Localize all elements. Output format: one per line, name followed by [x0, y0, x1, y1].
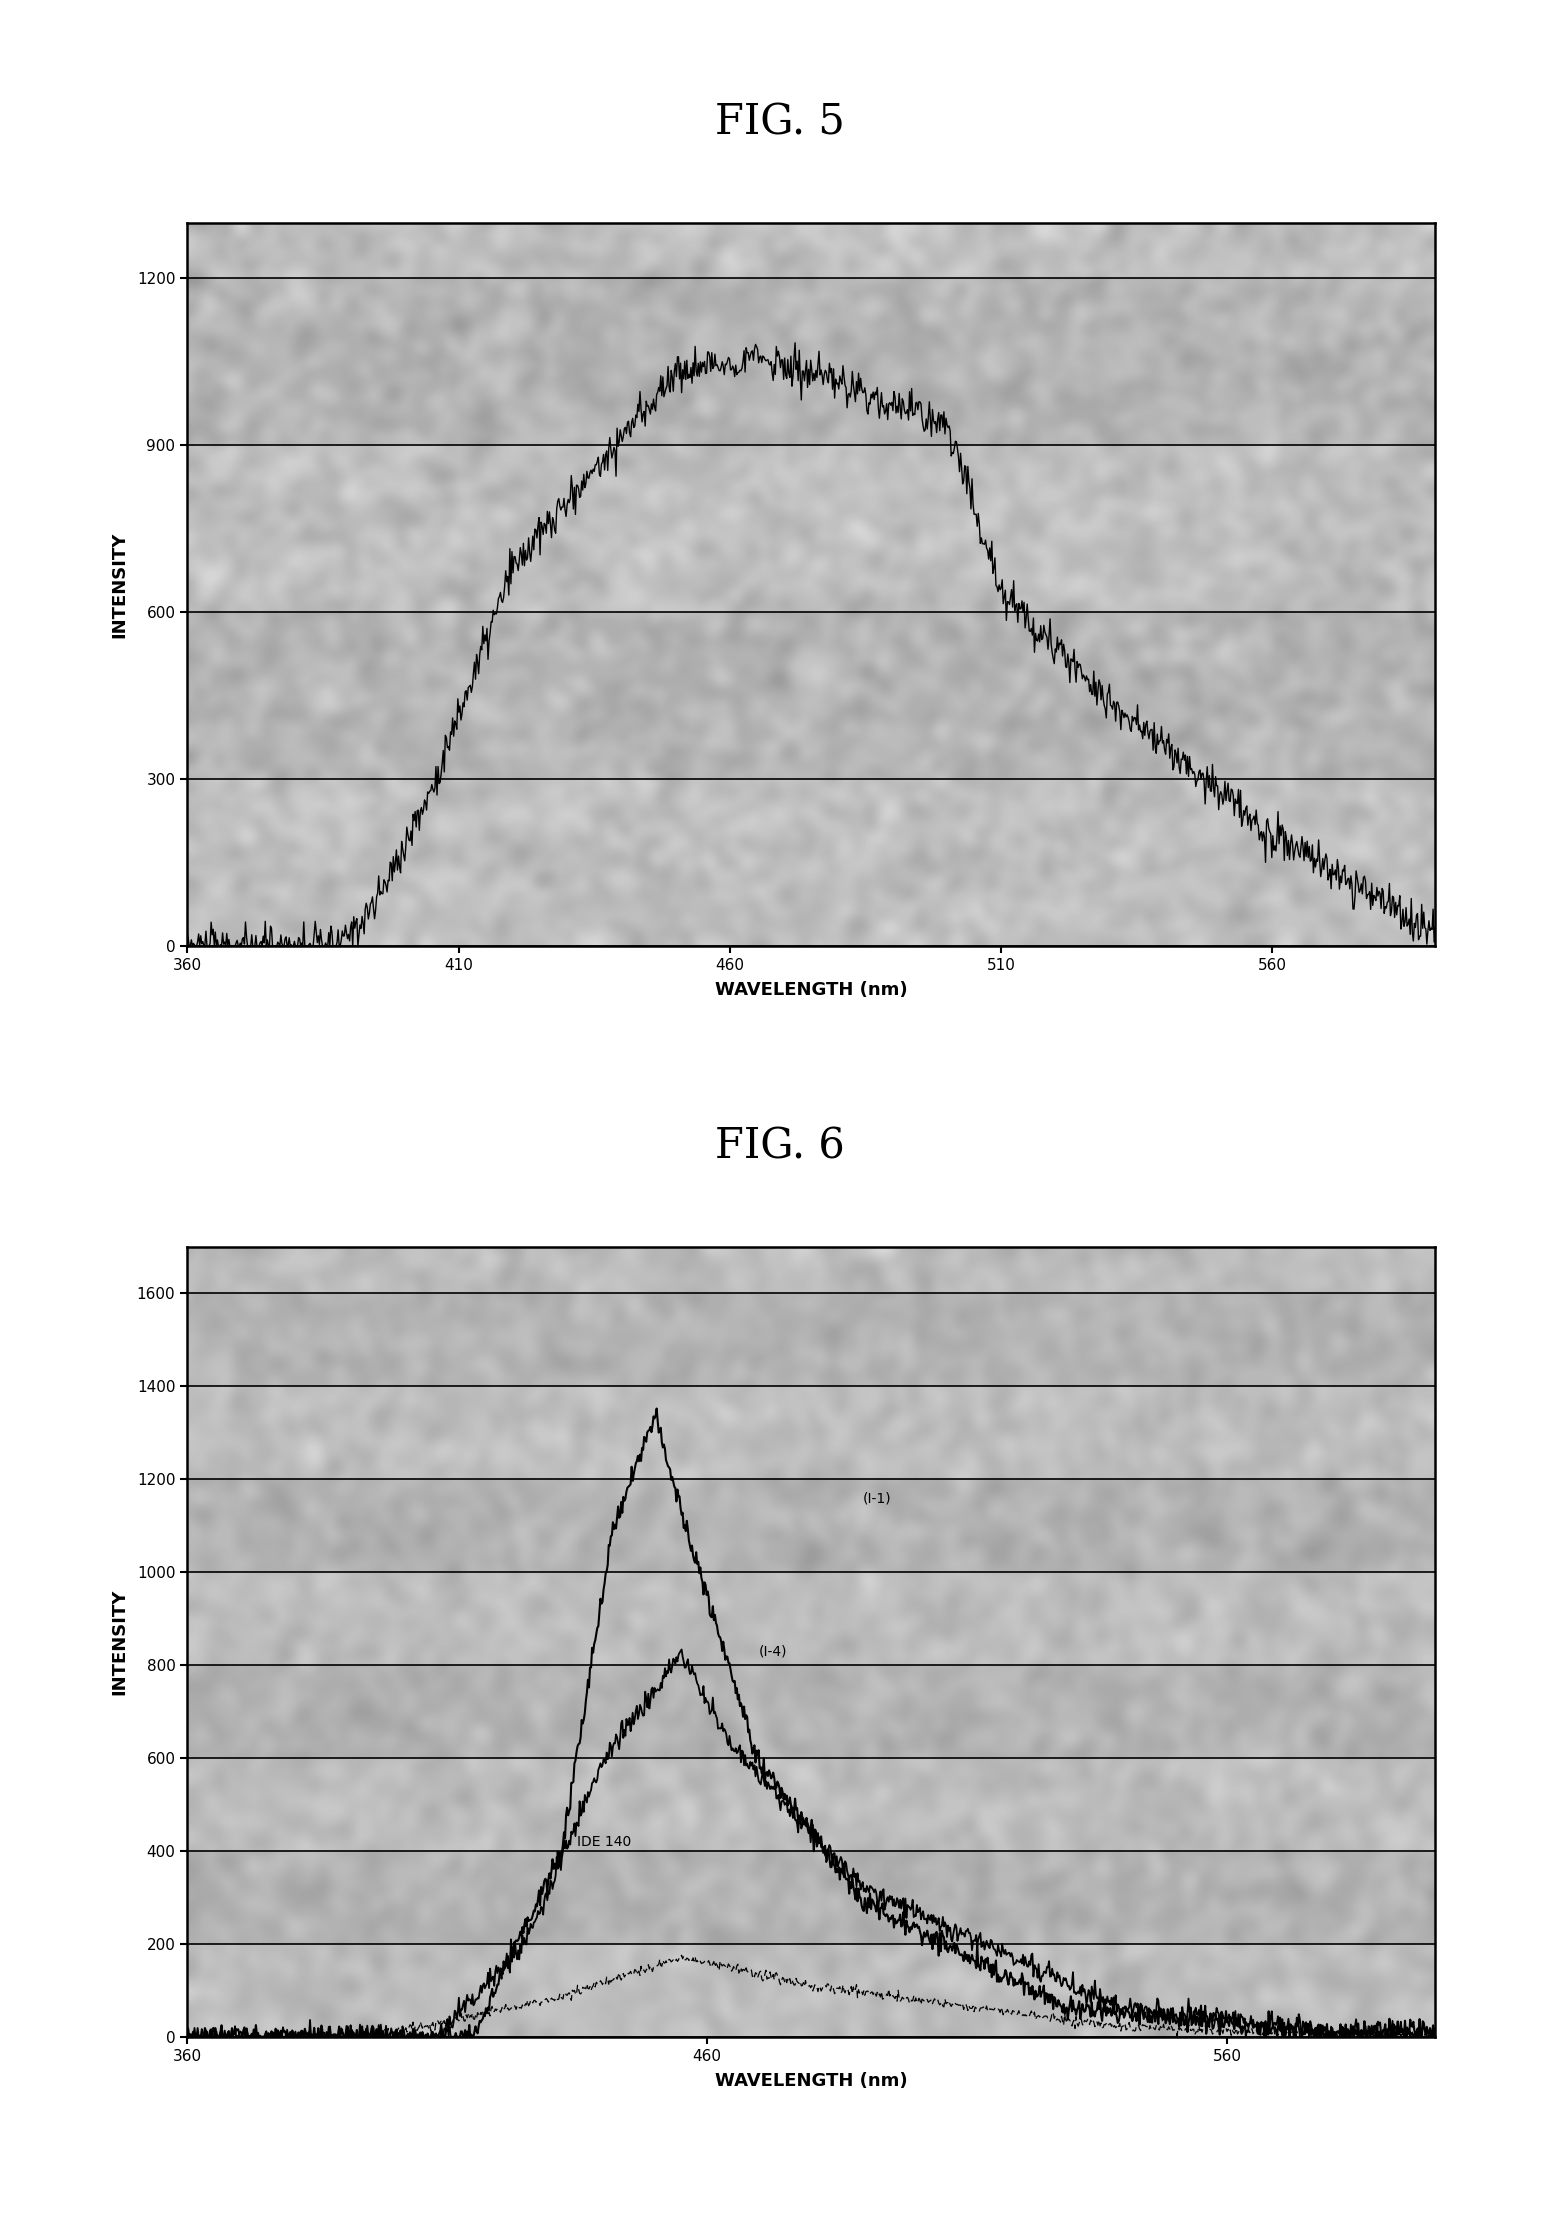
- Text: IDE 140: IDE 140: [577, 1834, 632, 1850]
- Bar: [187, 1478, 1435, 1572]
- Bar: [187, 612, 1435, 779]
- Text: FIG. 6: FIG. 6: [714, 1126, 846, 1166]
- Text: (I-4): (I-4): [760, 1645, 788, 1658]
- Bar: [187, 779, 1435, 946]
- Bar: [187, 1293, 1435, 1387]
- Bar: [187, 1943, 1435, 2037]
- Y-axis label: INTENSITY: INTENSITY: [111, 532, 128, 637]
- Text: (I-1): (I-1): [863, 1491, 892, 1505]
- X-axis label: WAVELENGTH (nm): WAVELENGTH (nm): [714, 2072, 908, 2090]
- Y-axis label: INTENSITY: INTENSITY: [111, 1589, 128, 1694]
- Bar: [187, 1665, 1435, 1759]
- Bar: [187, 1387, 1435, 1478]
- Bar: [187, 1759, 1435, 1850]
- Bar: [187, 1247, 1435, 1293]
- Bar: [187, 1850, 1435, 1943]
- Bar: [187, 278, 1435, 445]
- Bar: [187, 445, 1435, 612]
- Bar: [187, 1572, 1435, 1665]
- Bar: [187, 223, 1435, 278]
- X-axis label: WAVELENGTH (nm): WAVELENGTH (nm): [714, 982, 908, 999]
- Text: FIG. 5: FIG. 5: [714, 102, 846, 142]
